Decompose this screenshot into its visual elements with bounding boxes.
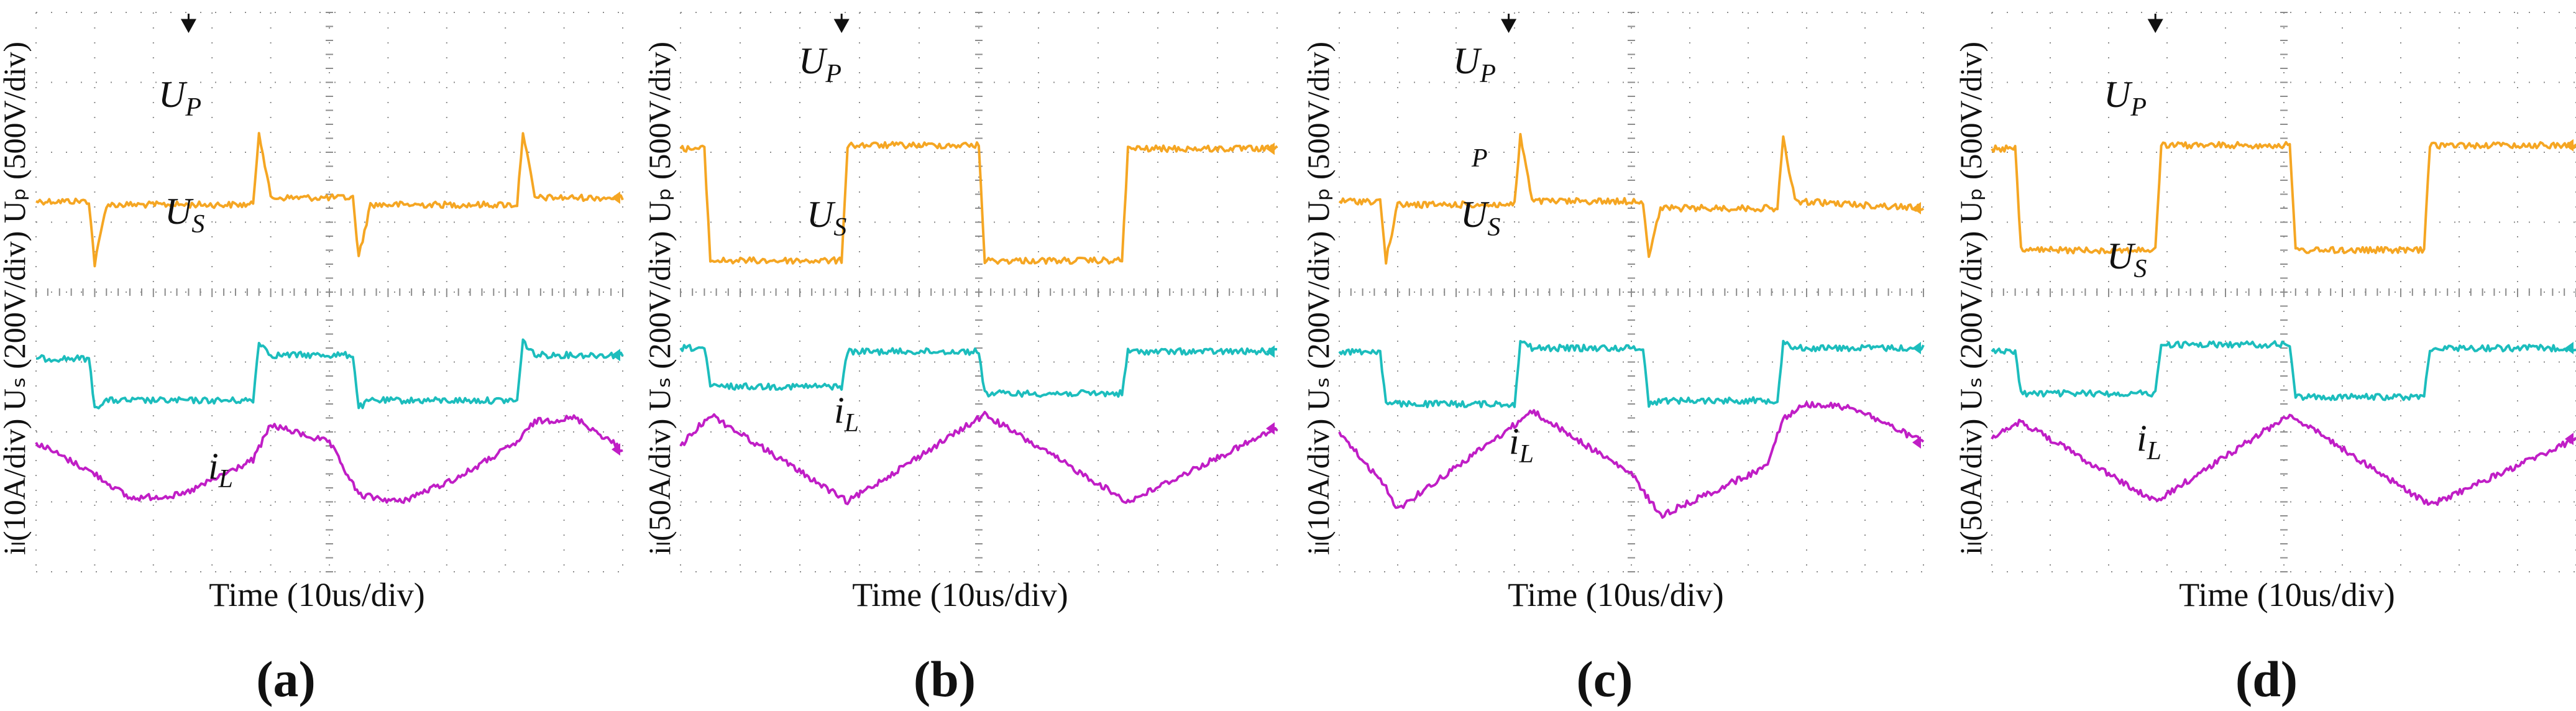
panel-a-grid <box>35 12 623 572</box>
panel-b-trace-us <box>679 344 1278 398</box>
panel-d-trigger-marker <box>2147 14 2163 34</box>
panel-b-marker-up <box>1266 142 1275 155</box>
panel-c-il-label: iL <box>1509 421 1534 469</box>
panel-d-marker-il <box>2565 433 2574 446</box>
panel-d-grid <box>1991 12 2576 572</box>
panel-d-trace-us <box>1991 340 2576 401</box>
panel-b-us-label: US <box>807 194 846 242</box>
panel-a-marker-il <box>612 443 620 456</box>
panel-d-xlabel: Time (10us/div) <box>2179 576 2395 613</box>
panel-d-ylabel: iₗ(50A/div) Uₛ (200V/div) Uₚ (500V/div) <box>1953 42 1988 555</box>
panel-c-trigger-marker <box>1501 14 1517 34</box>
panel-a-trace-us <box>35 338 624 410</box>
panel-d-marker-up <box>2565 139 2574 152</box>
panel-b-trigger-marker <box>833 14 850 34</box>
panel-a-il-label: iL <box>208 446 233 493</box>
panel-a-marker-up <box>612 191 620 204</box>
panel-d-traces <box>1991 139 2576 506</box>
panel-d: iₗ(50A/div) Uₛ (200V/div) Uₚ (500V/div) … <box>1953 12 2576 707</box>
panel-c-grid <box>1339 12 1924 572</box>
panel-b-xlabel: Time (10us/div) <box>852 576 1068 613</box>
panel-a-traces <box>35 132 624 504</box>
panel-c-trace-us <box>1338 339 1925 408</box>
panel-b-ylabel: iₗ(50A/div) Uₛ (200V/div) Uₚ (500V/div) <box>642 42 677 555</box>
panel-c-marker-il <box>1912 436 1921 449</box>
panel-b-traces <box>679 140 1278 505</box>
panel-c-trace-il <box>1338 401 1925 519</box>
panel-c-trace-up <box>1338 132 1925 265</box>
panel-b-marker-il <box>1266 422 1275 435</box>
panel-a-trigger-marker <box>180 14 196 34</box>
panel-c: iₗ(10A/div) Uₛ (200V/div) Uₚ (500V/div) … <box>1301 12 1925 707</box>
panel-c-xlabel: Time (10us/div) <box>1508 576 1724 613</box>
panel-a: iₗ(10A/div) Uₛ (200V/div) Uₚ (500V/div) … <box>0 12 624 707</box>
panel-b-il-label: iL <box>834 390 859 438</box>
panel-c-traces <box>1338 132 1925 519</box>
panel-c-ylabel: iₗ(10A/div) Uₛ (200V/div) Uₚ (500V/div) <box>1301 42 1336 555</box>
panel-a-xlabel: Time (10us/div) <box>209 576 425 613</box>
panel-d-us-label: US <box>2107 236 2147 283</box>
panel-c-up-label: UP <box>1453 40 1496 88</box>
panel-d-marker-us <box>2565 342 2574 354</box>
panel-c-stray-label: P <box>1471 144 1488 173</box>
panel-d-tag: (d) <box>2235 651 2298 707</box>
panel-a-ylabel: iₗ(10A/div) Uₛ (200V/div) Uₚ (500V/div) <box>0 42 32 555</box>
panel-a-tag: (a) <box>256 651 316 707</box>
panel-b-grid <box>680 12 1278 572</box>
panel-c-tag: (c) <box>1576 651 1633 707</box>
panel-b-trace-il <box>679 411 1278 505</box>
panel-b: iₗ(50A/div) Uₛ (200V/div) Uₚ (500V/div) … <box>642 12 1278 707</box>
panel-a-up-label: UP <box>158 74 201 122</box>
panel-a-marker-us <box>612 349 620 362</box>
panel-a-us-label: US <box>165 191 204 239</box>
panel-d-up-label: UP <box>2104 74 2147 122</box>
panel-a-trace-up <box>35 132 624 268</box>
panel-d-il-label: iL <box>2137 418 2161 466</box>
panel-b-trace-up <box>679 140 1278 265</box>
panel-a-trace-il <box>35 414 623 504</box>
panel-b-up-label: UP <box>799 40 841 88</box>
panel-d-trace-up <box>1991 140 2576 255</box>
panel-d-trace-il <box>1991 413 2576 506</box>
panel-c-marker-us <box>1912 342 1921 354</box>
panel-b-marker-us <box>1266 345 1275 358</box>
panel-c-us-label: US <box>1460 194 1500 242</box>
panel-b-tag: (b) <box>914 651 976 707</box>
panel-c-marker-up <box>1912 202 1921 214</box>
